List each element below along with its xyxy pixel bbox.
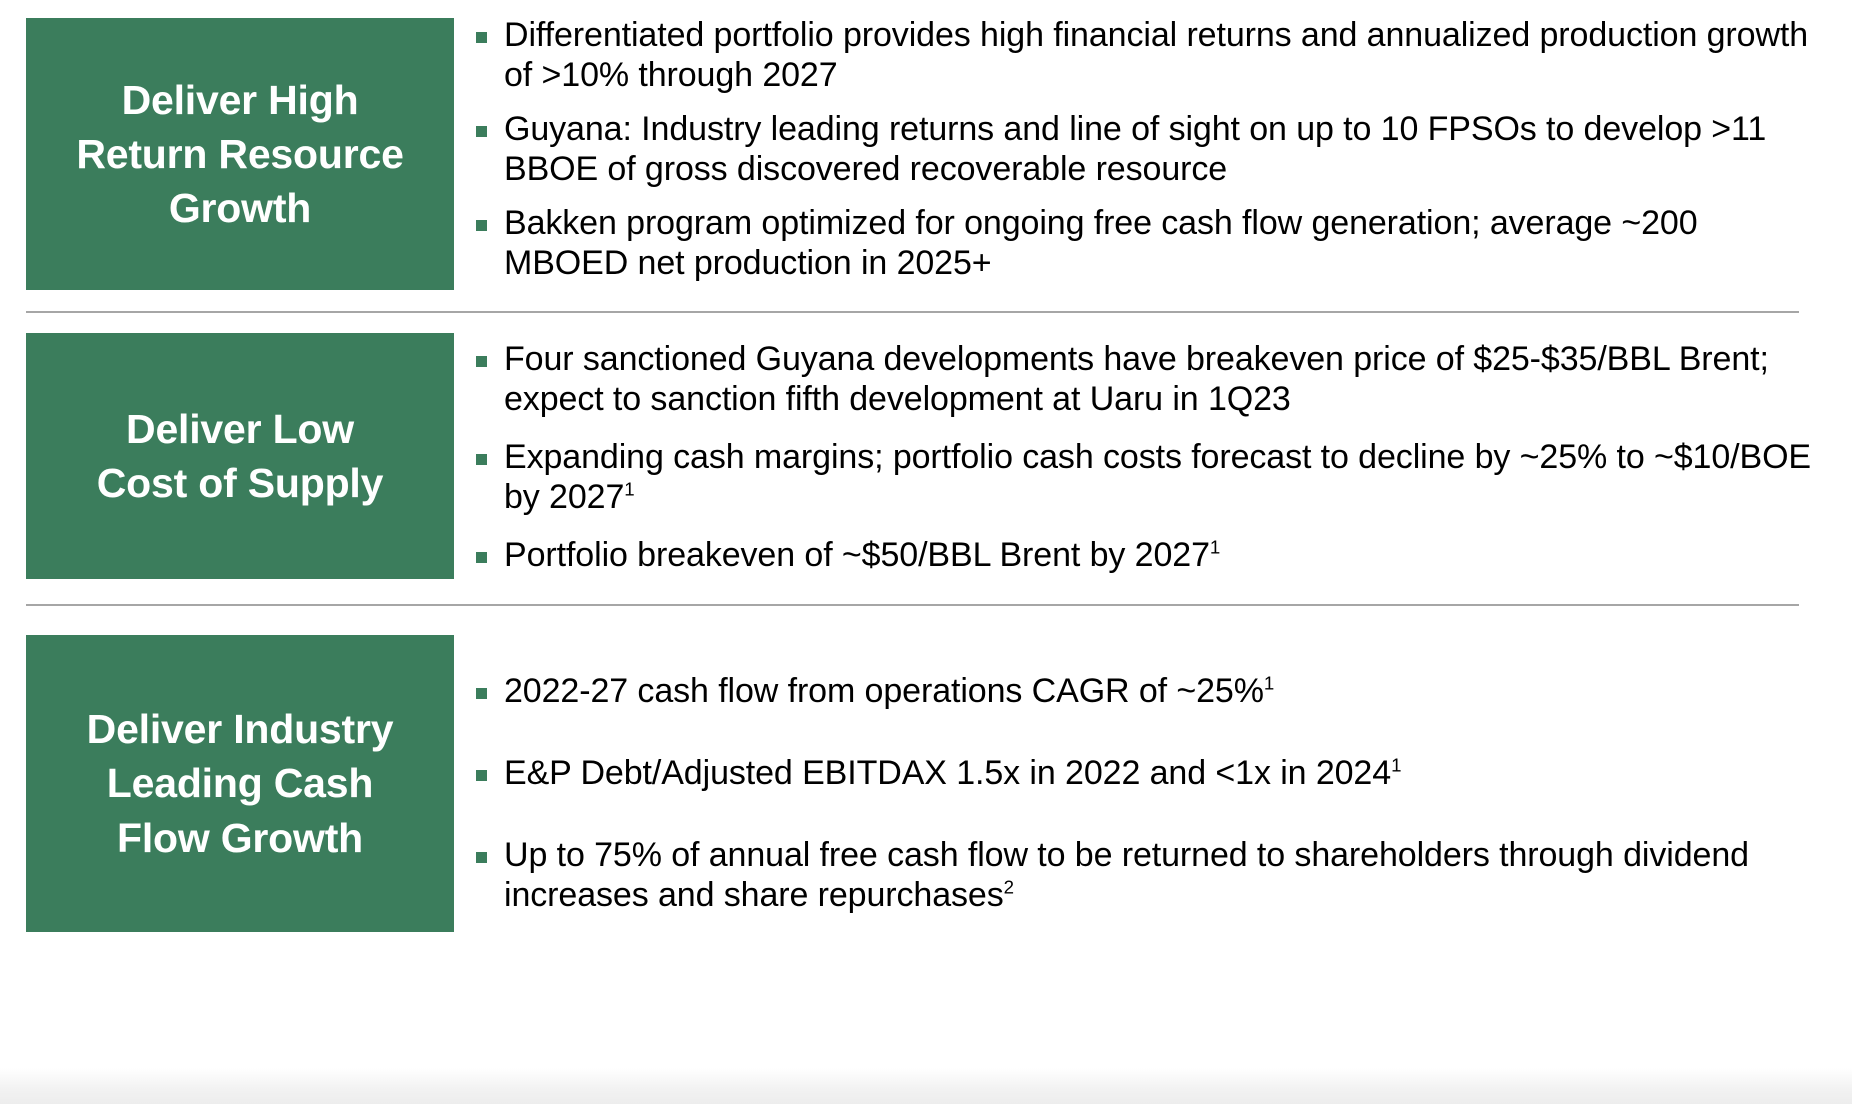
- section-divider: [26, 311, 1799, 313]
- footer-gradient: [0, 1068, 1852, 1104]
- section-1-bullet-list: Differentiated portfolio provides high f…: [470, 16, 1830, 298]
- bullet-text: Guyana: Industry leading returns and lin…: [504, 109, 1767, 188]
- square-bullet-icon: [476, 688, 487, 699]
- bullet-text: 2022-27 cash flow from operations CAGR o…: [504, 672, 1275, 710]
- square-bullet-icon: [476, 551, 487, 563]
- footnote-marker: 1: [1263, 672, 1275, 694]
- footnote-marker: 1: [1391, 754, 1402, 776]
- square-bullet-icon: [476, 32, 487, 43]
- bullet-item: E&P Debt/Adjusted EBITDAX 1.5x in 2022 a…: [470, 754, 1830, 794]
- bullet-item: 2022-27 cash flow from operations CAGR o…: [470, 672, 1830, 712]
- section-1-title-panel: Deliver High Return Resource Growth: [26, 18, 454, 290]
- section-1-title: Deliver High Return Resource Growth: [76, 76, 404, 232]
- bullet-item: Four sanctioned Guyana developments have…: [470, 340, 1830, 420]
- square-bullet-icon: [476, 219, 487, 231]
- square-bullet-icon: [476, 356, 487, 367]
- section-3-title-panel: Deliver Industry Leading Cash Flow Growt…: [26, 635, 454, 932]
- bullet-text: E&P Debt/Adjusted EBITDAX 1.5x in 2022 a…: [504, 753, 1402, 792]
- bullet-item: Differentiated portfolio provides high f…: [470, 16, 1830, 96]
- bullet-text: Up to 75% of annual free cash flow to be…: [504, 835, 1749, 914]
- bullet-text: Four sanctioned Guyana developments have…: [504, 340, 1769, 418]
- section-2-bullet-list: Four sanctioned Guyana developments have…: [470, 340, 1830, 594]
- bullet-item: Bakken program optimized for ongoing fre…: [470, 204, 1830, 284]
- square-bullet-icon: [476, 453, 487, 465]
- section-3-title: Deliver Industry Leading Cash Flow Growt…: [86, 706, 394, 861]
- footnote-marker: 2: [1003, 876, 1014, 898]
- section-3-bullet-list: 2022-27 cash flow from operations CAGR o…: [470, 672, 1830, 958]
- bullet-item: Expanding cash margins; portfolio cash c…: [470, 438, 1830, 518]
- bullet-item: Portfolio breakeven of ~$50/BBL Brent by…: [470, 536, 1830, 576]
- footnote-marker: 1: [1209, 536, 1221, 558]
- section-2-title-panel: Deliver Low Cost of Supply: [26, 333, 454, 579]
- footnote-marker: 1: [624, 478, 635, 500]
- bullet-text: Expanding cash margins; portfolio cash c…: [504, 437, 1812, 516]
- square-bullet-icon: [476, 125, 487, 137]
- bullet-text: Portfolio breakeven of ~$50/BBL Brent by…: [504, 535, 1221, 574]
- bullet-item: Guyana: Industry leading returns and lin…: [470, 110, 1830, 190]
- bullet-text: Bakken program optimized for ongoing fre…: [504, 203, 1698, 282]
- square-bullet-icon: [476, 769, 487, 781]
- square-bullet-icon: [476, 851, 487, 863]
- section-2-title: Deliver Low Cost of Supply: [96, 405, 384, 506]
- bullet-item: Up to 75% of annual free cash flow to be…: [470, 836, 1830, 916]
- bullet-text: Differentiated portfolio provides high f…: [504, 16, 1809, 94]
- section-divider: [26, 604, 1799, 606]
